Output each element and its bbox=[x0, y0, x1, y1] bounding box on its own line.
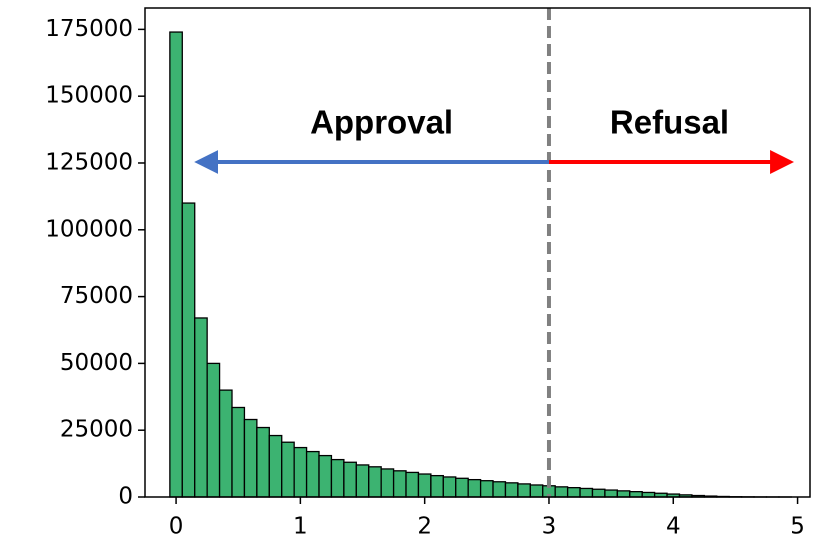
y-tick-label: 50000 bbox=[60, 350, 133, 376]
bar bbox=[592, 489, 604, 497]
bar bbox=[555, 487, 567, 497]
bar bbox=[456, 478, 468, 497]
y-tick-label: 75000 bbox=[60, 283, 133, 309]
x-tick-label: 3 bbox=[542, 514, 557, 540]
bar bbox=[418, 474, 430, 497]
bar bbox=[294, 448, 306, 497]
bar bbox=[630, 492, 642, 497]
annotation: Refusal bbox=[610, 104, 729, 141]
bar bbox=[257, 428, 269, 497]
bar bbox=[381, 469, 393, 497]
bar bbox=[530, 485, 542, 497]
bar bbox=[468, 480, 480, 497]
bar bbox=[244, 420, 256, 497]
bar bbox=[518, 484, 530, 497]
bar bbox=[344, 462, 356, 497]
bar bbox=[568, 488, 580, 497]
y-tick-label: 125000 bbox=[45, 149, 133, 175]
bar bbox=[170, 32, 182, 497]
bar bbox=[394, 471, 406, 497]
y-tick-label: 100000 bbox=[45, 216, 133, 242]
x-tick-label: 1 bbox=[293, 514, 308, 540]
bar bbox=[307, 452, 319, 497]
y-tick-label: 150000 bbox=[45, 83, 133, 109]
bar bbox=[356, 465, 368, 497]
annotation: Approval bbox=[310, 104, 453, 141]
x-tick-label: 4 bbox=[666, 514, 681, 540]
bar bbox=[269, 436, 281, 497]
bar bbox=[331, 460, 343, 497]
bar bbox=[195, 318, 207, 497]
bar bbox=[282, 442, 294, 497]
x-tick-label: 0 bbox=[169, 514, 184, 540]
y-tick-label: 175000 bbox=[45, 16, 133, 42]
bar bbox=[182, 203, 194, 497]
bar bbox=[505, 483, 517, 497]
bar bbox=[406, 472, 418, 497]
bar bbox=[481, 481, 493, 497]
bar bbox=[369, 467, 381, 497]
bar bbox=[605, 490, 617, 497]
x-tick-label: 5 bbox=[790, 514, 805, 540]
y-tick-label: 25000 bbox=[60, 417, 133, 443]
bar bbox=[319, 456, 331, 497]
bar bbox=[431, 476, 443, 497]
bar bbox=[617, 491, 629, 497]
bar bbox=[443, 477, 455, 497]
bar bbox=[580, 488, 592, 497]
bar bbox=[232, 407, 244, 497]
bar bbox=[493, 482, 505, 497]
bar bbox=[207, 363, 219, 497]
y-tick-label: 0 bbox=[118, 484, 133, 510]
bar bbox=[220, 390, 232, 497]
x-tick-label: 2 bbox=[417, 514, 432, 540]
